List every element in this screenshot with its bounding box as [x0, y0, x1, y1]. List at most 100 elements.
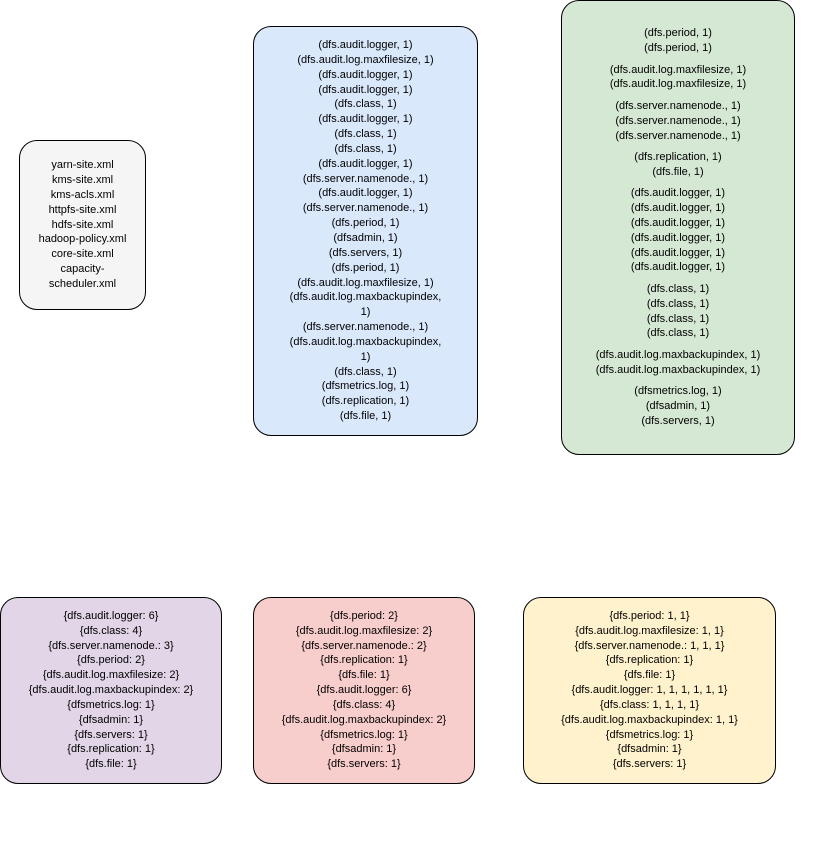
text-line: (dfs.server.namenode., 1) — [615, 114, 740, 129]
text-line: (dfs.audit.log.maxbackupindex, — [290, 335, 442, 350]
text-line — [676, 92, 679, 99]
text-line: (dfs.file, 1) — [652, 165, 703, 180]
text-line: (dfs.replication, 1) — [634, 150, 721, 165]
text-line: (dfs.server.namenode., 1) — [303, 172, 428, 187]
text-line: (dfs.audit.logger, 1) — [631, 246, 725, 261]
text-line — [676, 180, 679, 187]
text-line: {dfsadmin: 1} — [332, 742, 396, 757]
text-line: {dfs.period: 1, 1} — [609, 609, 689, 624]
text-line: (dfs.audit.logger, 1) — [631, 231, 725, 246]
text-line: {dfs.audit.log.maxbackupindex: 2} — [282, 713, 447, 728]
text-line: (dfs.servers, 1) — [641, 414, 714, 429]
node-red: {dfs.period: 2}{dfs.audit.log.maxfilesiz… — [253, 597, 475, 784]
text-line: (dfs.class, 1) — [334, 127, 396, 142]
text-line: (dfs.period, 1) — [332, 261, 400, 276]
text-line: 1) — [361, 350, 371, 365]
text-line: {dfs.period: 2} — [77, 653, 145, 668]
text-line: {dfsmetrics.log: 1} — [606, 728, 693, 743]
text-line: kms-acls.xml — [51, 188, 115, 203]
text-line: {dfs.class: 4} — [80, 624, 142, 639]
text-line: (dfs.class, 1) — [334, 365, 396, 380]
text-line: (dfs.server.namenode., 1) — [615, 129, 740, 144]
text-line: {dfs.class: 1, 1, 1, 1} — [600, 698, 699, 713]
text-line: (dfsmetrics.log, 1) — [322, 379, 409, 394]
text-line: {dfsadmin: 1} — [617, 742, 681, 757]
text-line: (dfs.period, 1) — [644, 41, 712, 56]
text-line: {dfs.period: 2} — [330, 609, 398, 624]
text-line — [364, 424, 367, 431]
text-line: (dfs.server.namenode., 1) — [303, 201, 428, 216]
text-line: hadoop-policy.xml — [39, 232, 127, 247]
text-line: (dfsmetrics.log, 1) — [634, 384, 721, 399]
text-line: {dfsadmin: 1} — [79, 713, 143, 728]
text-line: {dfs.replication: 1} — [67, 742, 154, 757]
text-line: yarn-site.xml — [51, 158, 113, 173]
text-line: {dfs.servers: 1} — [327, 757, 400, 772]
text-line: (dfsadmin, 1) — [333, 231, 397, 246]
text-line: hdfs-site.xml — [52, 218, 114, 233]
text-line: (dfs.file, 1) — [340, 409, 391, 424]
text-line — [364, 31, 367, 38]
text-line: {dfs.file: 1} — [624, 668, 675, 683]
text-line: (dfs.server.namenode., 1) — [615, 99, 740, 114]
text-line — [676, 56, 679, 63]
text-line — [676, 143, 679, 150]
node-blue: (dfs.audit.logger, 1)(dfs.audit.log.maxf… — [253, 26, 478, 436]
text-line: (dfs.audit.log.maxfilesize, 1) — [610, 63, 746, 78]
text-line — [676, 341, 679, 348]
node-green: (dfs.period, 1)(dfs.period, 1) (dfs.audi… — [561, 0, 795, 455]
text-line: {dfs.audit.logger: 6} — [64, 609, 159, 624]
text-line: (dfs.period, 1) — [644, 26, 712, 41]
text-line: (dfs.audit.logger, 1) — [631, 201, 725, 216]
text-line: {dfsmetrics.log: 1} — [67, 698, 154, 713]
text-line: {dfs.audit.log.maxfilesize: 1, 1} — [575, 624, 724, 639]
text-line: (dfs.audit.logger, 1) — [631, 216, 725, 231]
text-line: {dfs.replication: 1} — [320, 653, 407, 668]
text-line: (dfs.class, 1) — [647, 297, 709, 312]
node-gray: yarn-site.xmlkms-site.xmlkms-acls.xmlhtt… — [19, 140, 146, 310]
text-line: scheduler.xml — [49, 277, 116, 292]
text-line: {dfs.servers: 1} — [613, 757, 686, 772]
text-line: {dfs.audit.log.maxbackupindex: 2} — [29, 683, 194, 698]
text-line: {dfs.class: 4} — [333, 698, 395, 713]
text-line: (dfs.audit.logger, 1) — [318, 83, 412, 98]
text-line: {dfs.audit.logger: 6} — [317, 683, 412, 698]
text-line: (dfs.audit.logger, 1) — [318, 186, 412, 201]
text-line: (dfs.period, 1) — [332, 216, 400, 231]
text-line: (dfs.servers, 1) — [329, 246, 402, 261]
text-line: (dfs.class, 1) — [647, 312, 709, 327]
text-line: (dfs.audit.log.maxfilesize, 1) — [297, 53, 433, 68]
text-line — [676, 378, 679, 385]
text-line: {dfs.replication: 1} — [606, 653, 693, 668]
text-line: (dfs.class, 1) — [647, 326, 709, 341]
text-line: {dfs.file: 1} — [85, 757, 136, 772]
text-line: (dfs.class, 1) — [647, 282, 709, 297]
text-line: (dfsadmin, 1) — [646, 399, 710, 414]
text-line: (dfs.audit.logger, 1) — [318, 38, 412, 53]
text-line: (dfs.audit.logger, 1) — [318, 68, 412, 83]
text-line: {dfs.audit.log.maxfilesize: 2} — [43, 668, 179, 683]
node-purple: {dfs.audit.logger: 6}{dfs.class: 4} {dfs.… — [0, 597, 222, 784]
text-line: (dfs.audit.log.maxbackupindex, 1) — [596, 348, 760, 363]
text-line: {dfs.server.namenode.: 1, 1, 1} — [575, 639, 725, 654]
text-line: (dfs.audit.logger, 1) — [318, 112, 412, 127]
text-line: (dfs.audit.log.maxbackupindex, — [290, 290, 442, 305]
text-line: kms-site.xml — [52, 173, 113, 188]
text-line: (dfs.class, 1) — [334, 97, 396, 112]
text-line — [676, 275, 679, 282]
text-line: {dfs.servers: 1} — [74, 728, 147, 743]
text-line: (dfs.audit.logger, 1) — [631, 260, 725, 275]
text-line: (dfs.audit.log.maxbackupindex, 1) — [596, 363, 760, 378]
text-line: {dfs.file: 1} — [338, 668, 389, 683]
text-line: (dfs.audit.log.maxfilesize, 1) — [297, 276, 433, 291]
text-line: {dfs.audit.log.maxbackupindex: 1, 1} — [561, 713, 738, 728]
text-line: 1) — [361, 305, 371, 320]
text-line: httpfs-site.xml — [49, 203, 117, 218]
text-line: (dfs.audit.log.maxfilesize, 1) — [610, 77, 746, 92]
text-line: (dfs.audit.logger, 1) — [631, 186, 725, 201]
text-line: (dfs.class, 1) — [334, 142, 396, 157]
text-line: {dfsmetrics.log: 1} — [320, 728, 407, 743]
text-line: capacity- — [60, 262, 104, 277]
text-line: {dfs.audit.logger: 1, 1, 1, 1, 1, 1} — [572, 683, 728, 698]
node-yellow: {dfs.period: 1, 1}{dfs.audit.log.maxfile… — [523, 597, 776, 784]
